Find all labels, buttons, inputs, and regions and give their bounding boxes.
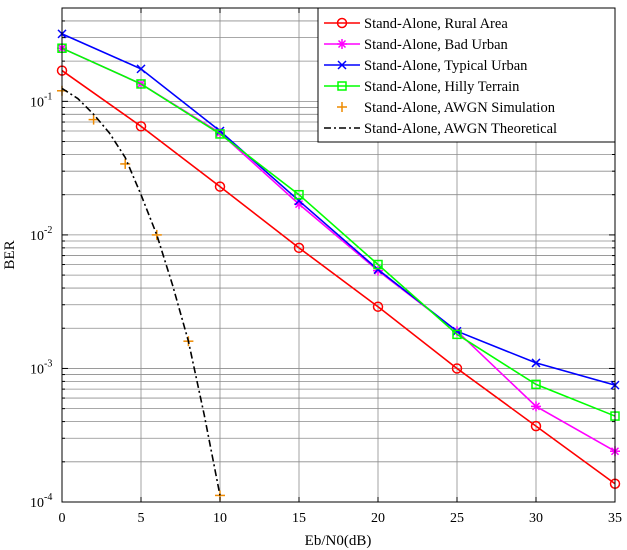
- y-tick-label: 10-2: [30, 225, 52, 244]
- series-4: [57, 43, 620, 421]
- x-tick-label: 35: [608, 511, 622, 526]
- data-point: [452, 329, 462, 340]
- y-tick-label: 10-4: [30, 492, 52, 511]
- data-point: [530, 420, 542, 432]
- data-point: [373, 259, 383, 270]
- data-point: [452, 326, 462, 336]
- series-line: [61, 33, 616, 386]
- y-tick-labels: 10-4 10-3 10-2 10-1: [30, 91, 52, 511]
- x-tick-label: 5: [138, 511, 145, 526]
- data-point: [531, 401, 541, 412]
- y-tick-label: 10-3: [30, 358, 52, 377]
- data-point: [337, 60, 347, 70]
- legend-box: [317, 7, 616, 143]
- data-point: [337, 102, 347, 112]
- data-point: [336, 17, 348, 29]
- series-line: [61, 87, 221, 496]
- series-line: [61, 69, 616, 485]
- x-tick-label: 10: [213, 511, 227, 526]
- legend-item: Stand-Alone, Typical Urban: [324, 58, 528, 74]
- data-point: [451, 363, 463, 374]
- y-tick-label: 10-1: [30, 91, 52, 110]
- data-point: [531, 358, 541, 368]
- legend: Stand-Alone, Rural Area Stand-Alone, Bad …: [317, 7, 616, 143]
- x-tick-label: 0: [59, 511, 66, 526]
- legend-label: Stand-Alone, Bad Urban: [364, 37, 509, 53]
- data-point: [294, 189, 304, 200]
- data-point: [337, 39, 347, 49]
- x-tick-labels: 0 5 10 15 20 25 30 35: [59, 511, 623, 526]
- legend-item: Stand-Alone, Hilly Terrain: [324, 79, 520, 95]
- data-point: [151, 229, 162, 240]
- legend-label: Stand-Alone, AWGN Simulation: [364, 100, 556, 116]
- x-axis-title: Eb/N0(dB): [305, 533, 372, 549]
- legend-item: Stand-Alone, AWGN Theoretical: [324, 121, 557, 137]
- data-point: [136, 64, 146, 74]
- data-point: [337, 81, 347, 91]
- data-point: [88, 114, 99, 125]
- legend-item: Stand-Alone, Rural Area: [324, 16, 508, 32]
- legend-item: Stand-Alone, Bad Urban: [324, 37, 509, 53]
- series-line: [61, 47, 616, 417]
- legend-label: Stand-Alone, Rural Area: [364, 16, 508, 32]
- data-point: [136, 79, 146, 89]
- legend-label: Stand-Alone, AWGN Theoretical: [364, 121, 557, 137]
- data-point: [531, 379, 541, 390]
- y-axis-title: BER: [2, 240, 18, 269]
- x-tick-label: 20: [371, 511, 385, 526]
- data-point: [214, 181, 226, 192]
- data-point: [215, 129, 225, 139]
- x-tick-label: 15: [292, 511, 306, 526]
- legend-item: Stand-Alone, AWGN Simulation: [337, 100, 556, 116]
- data-point: [215, 126, 225, 136]
- legend-label: Stand-Alone, Typical Urban: [364, 58, 528, 74]
- x-tick-label: 25: [450, 511, 464, 526]
- data-point: [293, 242, 305, 254]
- data-point: [135, 121, 147, 132]
- data-point: [372, 301, 384, 312]
- x-tick-label: 30: [529, 511, 543, 526]
- legend-label: Stand-Alone, Hilly Terrain: [364, 79, 520, 95]
- series-6: [61, 87, 221, 496]
